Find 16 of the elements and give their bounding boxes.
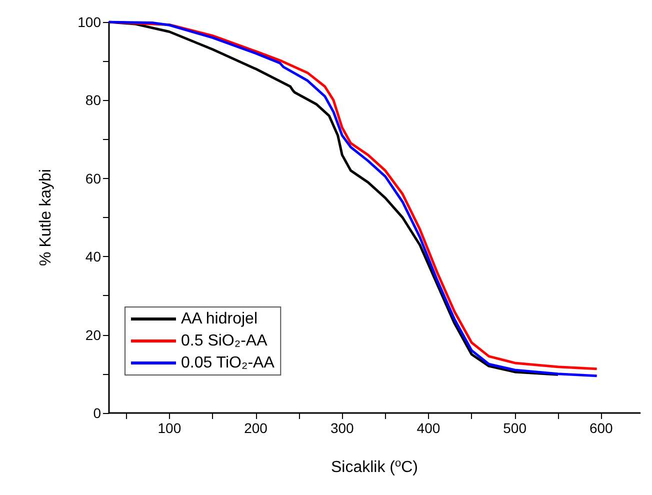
legend-label: AA hidrojel	[181, 310, 258, 328]
x-tick-label: 600	[589, 420, 614, 436]
x-tick-label: 500	[503, 420, 527, 436]
legend-label: 0.05 TiO₂-AA	[181, 354, 275, 372]
y-tick-label: 0	[93, 405, 102, 421]
y-tick-label: 100	[78, 14, 102, 30]
x-tick-label: 200	[244, 420, 268, 436]
y-tick-label: 40	[85, 248, 102, 265]
x-tick-label: 100	[158, 420, 182, 436]
legend-label: 0.5 SiO₂-AA	[181, 332, 268, 350]
y-tick-label: 60	[85, 170, 102, 186]
y-tick-label: 80	[85, 92, 102, 108]
y-axis-title: % Kutle kaybi	[38, 169, 54, 266]
y-tick-label: 20	[85, 326, 102, 343]
x-tick-label: 300	[330, 420, 354, 436]
x-tick-label: 400	[416, 420, 440, 436]
